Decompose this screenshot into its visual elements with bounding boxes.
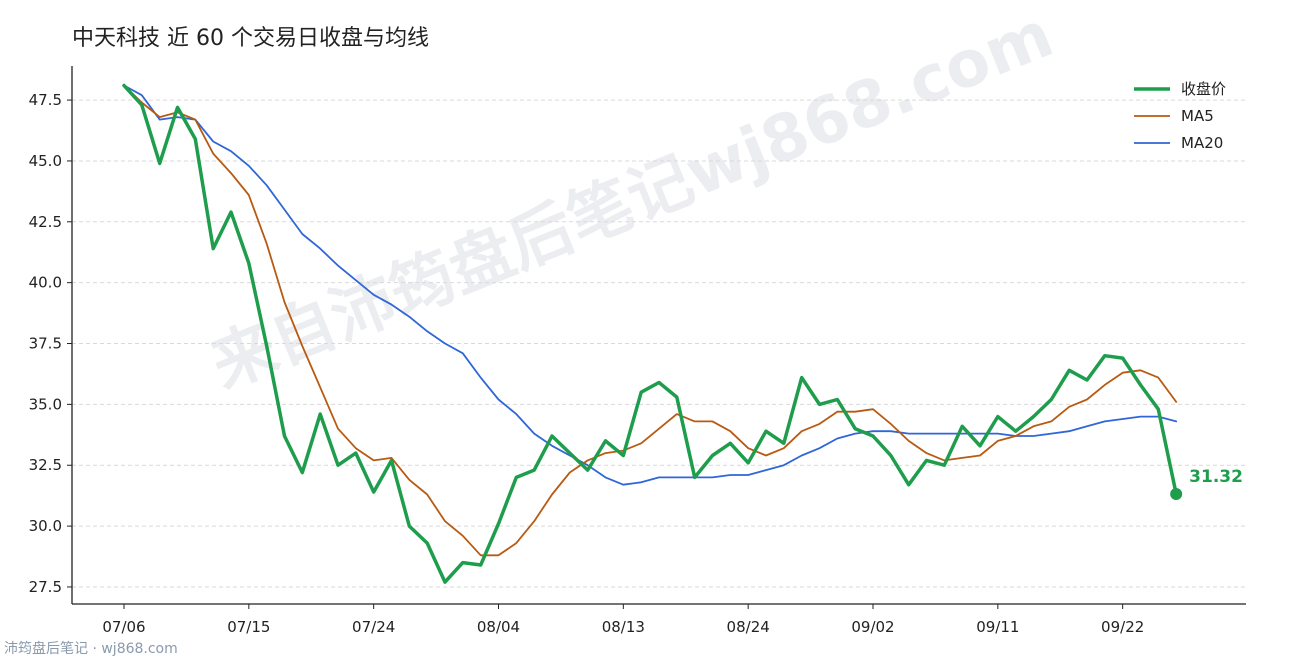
x-tick-label: 07/15 [227,618,270,636]
x-tick-label: 08/24 [727,618,770,636]
watermark-text: 来自沛筠盘后笔记wj868.com [201,0,1063,403]
legend-item-close-label: 收盘价 [1181,80,1226,98]
y-tick-label: 45.0 [29,152,62,170]
series-lines [122,83,1178,584]
legend-item-ma20-label: MA20 [1181,134,1223,152]
last-value-marker: 31.32 [1170,467,1243,500]
x-tick-label: 08/13 [602,618,645,636]
y-tick-label: 42.5 [29,213,62,231]
legend: 收盘价 MA5 MA20 [1134,80,1226,152]
last-point-dot [1170,487,1183,500]
series-line-close [122,83,1178,584]
x-tick-label: 09/22 [1101,618,1144,636]
y-tick-label: 32.5 [29,456,62,474]
x-tick-label: 07/24 [352,618,395,636]
y-tick-label: 37.5 [29,335,62,353]
x-tick-label: 08/04 [477,618,520,636]
x-tick-label: 09/02 [851,618,894,636]
series-line-ma5 [123,84,1178,557]
legend-item-ma5-label: MA5 [1181,107,1214,125]
x-tick-label: 07/06 [102,618,145,636]
y-tick-label: 27.5 [29,578,62,596]
last-value-label: 31.32 [1189,467,1243,487]
chart-title: 中天科技 近 60 个交易日收盘与均线 [72,26,429,51]
x-axis-ticks: 07/06 07/15 07/24 08/04 08/13 08/24 09/02 09/11… [102,604,1144,636]
y-tick-label: 35.0 [29,395,62,413]
footer-source: 沛筠盘后笔记 · wj868.com [4,641,178,657]
y-tick-label: 47.5 [29,91,62,109]
y-tick-label: 30.0 [29,517,62,535]
y-tick-label: 40.0 [29,274,62,292]
series-line-ma20 [123,84,1178,486]
x-tick-label: 09/11 [976,618,1019,636]
axes [71,66,1246,605]
y-axis-ticks: 27.5 30.0 32.5 35.0 37.5 40.0 42.5 45.0 47.5 [29,91,72,596]
